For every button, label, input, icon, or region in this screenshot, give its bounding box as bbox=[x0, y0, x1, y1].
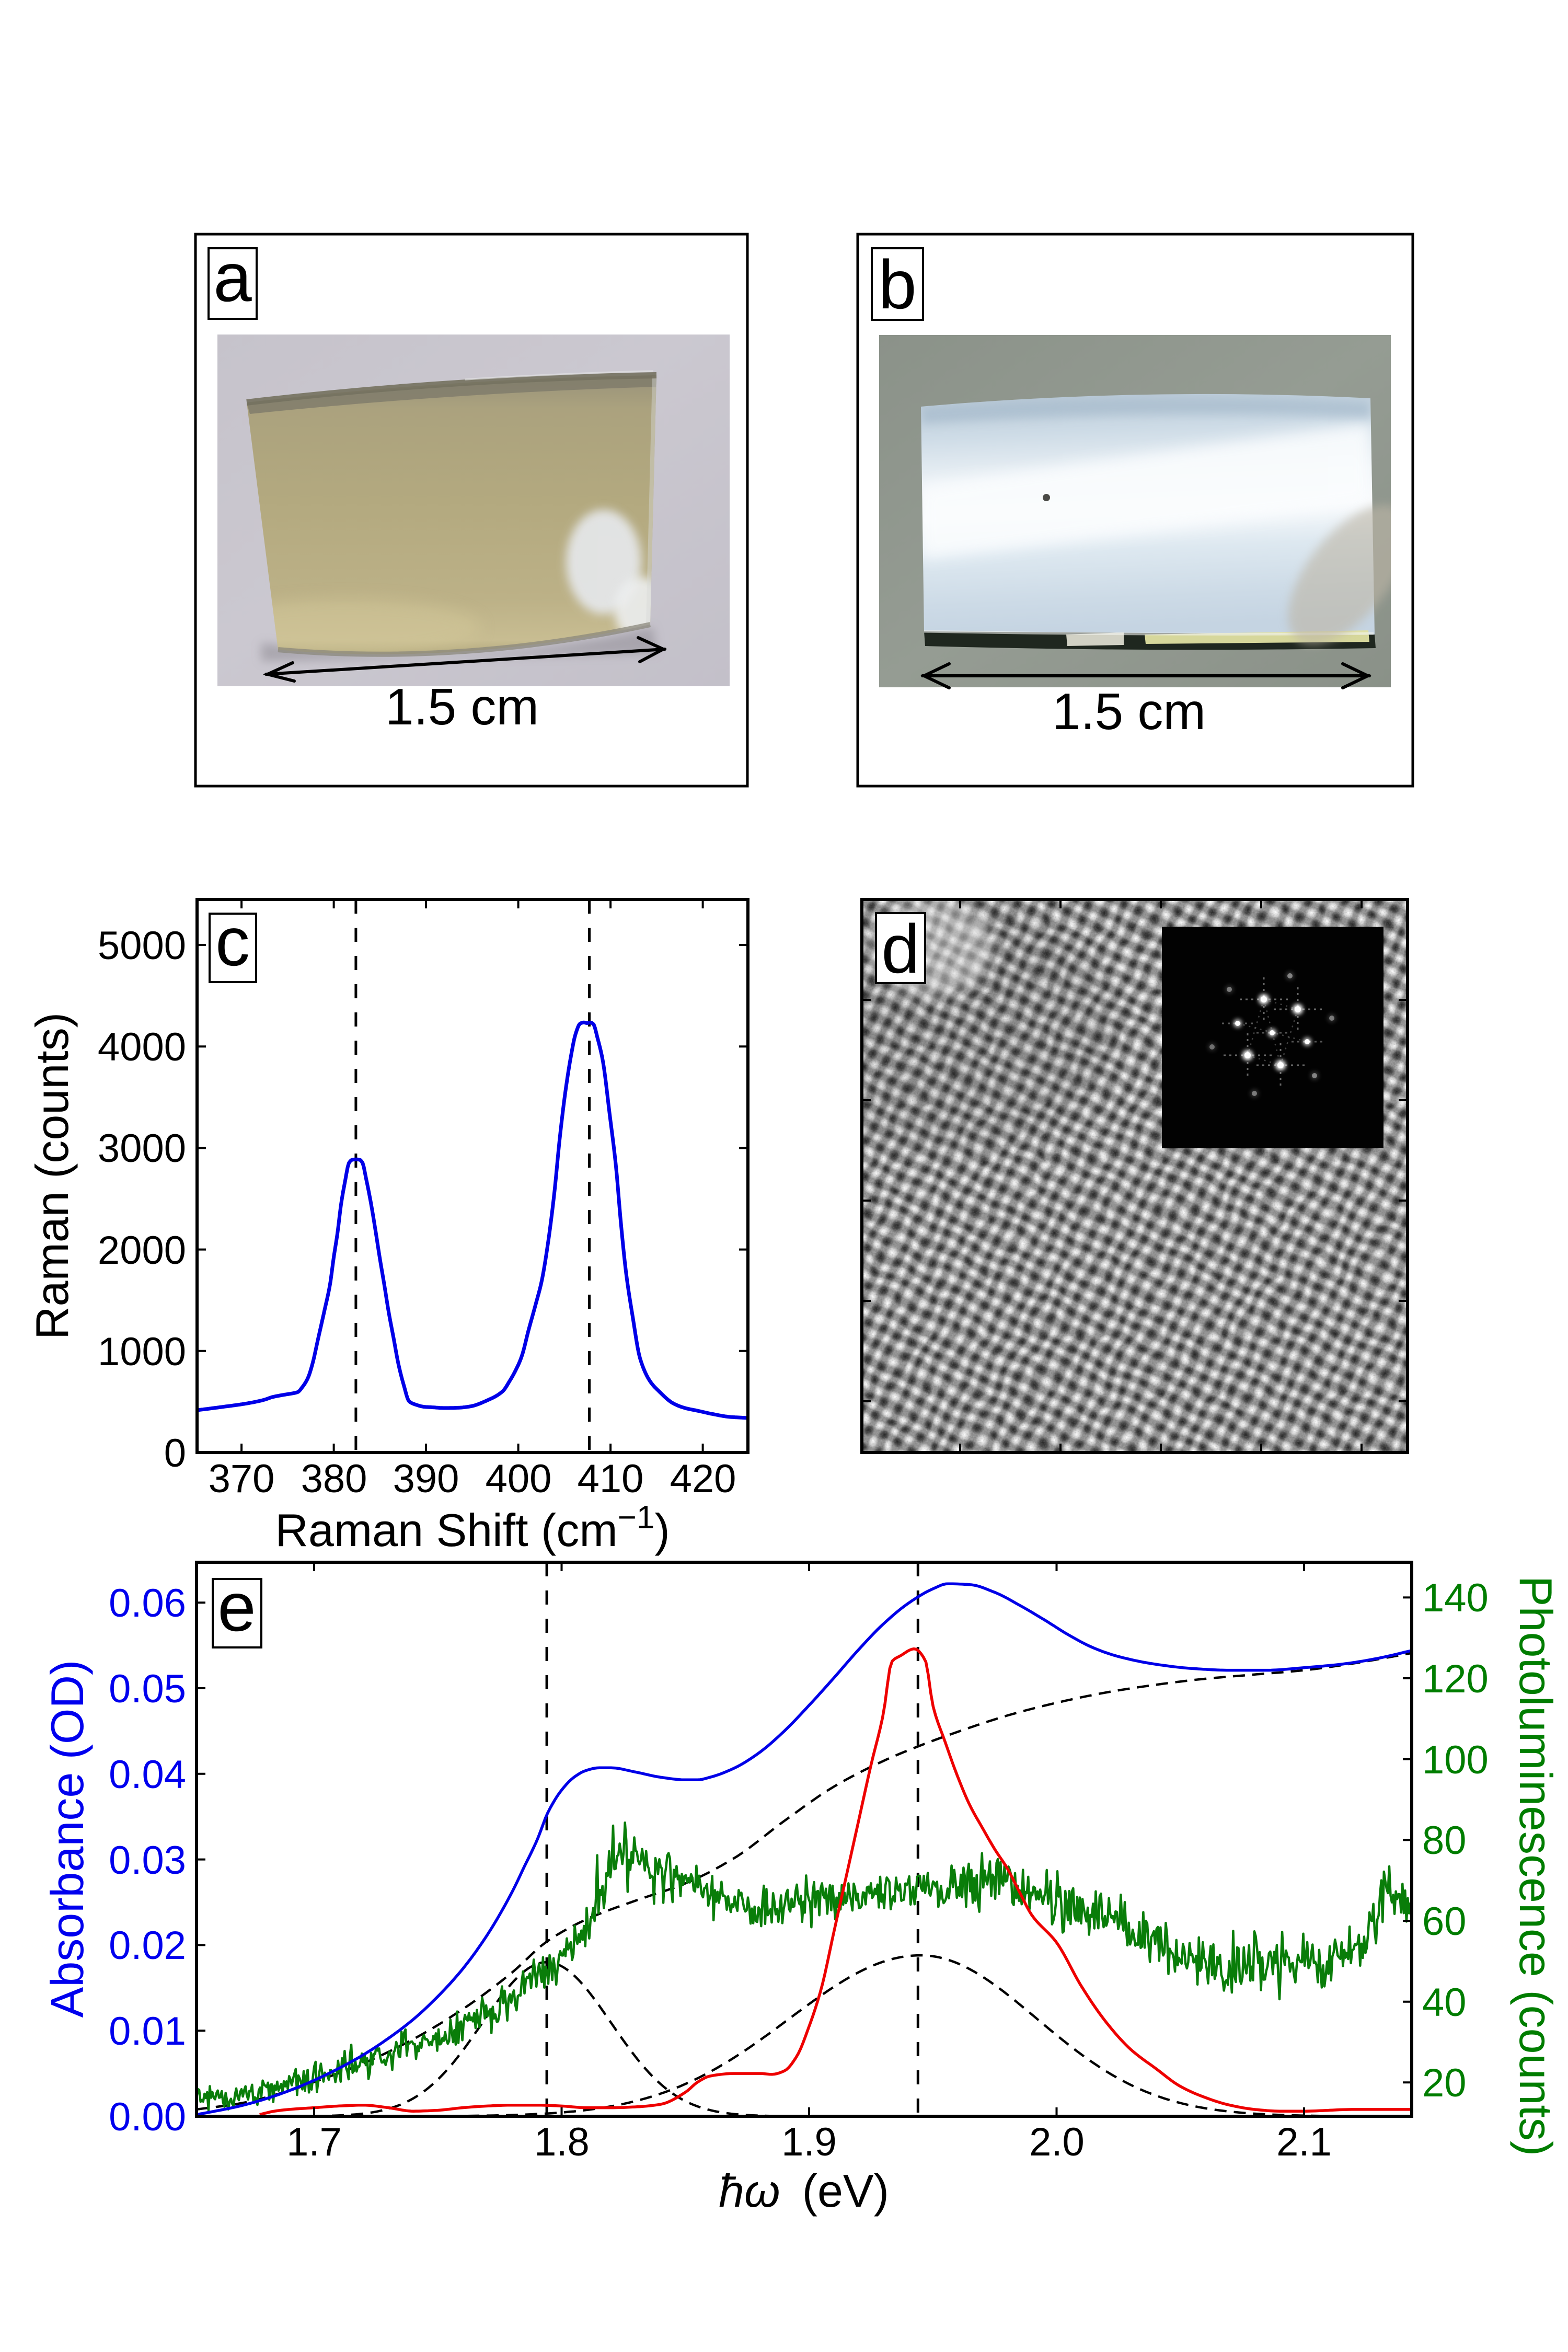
svg-text:60: 60 bbox=[1422, 1899, 1467, 1944]
svg-text:1.8: 1.8 bbox=[534, 2120, 590, 2164]
svg-text:0: 0 bbox=[164, 1431, 186, 1475]
svg-text:0.00: 0.00 bbox=[109, 2095, 186, 2139]
svg-text:d: d bbox=[881, 910, 919, 987]
svg-text:0.04: 0.04 bbox=[109, 1753, 186, 1797]
svg-text:e: e bbox=[217, 1569, 256, 1645]
svg-text:1000: 1000 bbox=[98, 1330, 186, 1374]
svg-text:100: 100 bbox=[1422, 1738, 1489, 1782]
svg-text:120: 120 bbox=[1422, 1657, 1489, 1701]
svg-text:1.5 cm: 1.5 cm bbox=[385, 678, 539, 735]
svg-text:0.06: 0.06 bbox=[109, 1581, 186, 1625]
svg-text:420: 420 bbox=[670, 1457, 736, 1501]
svg-text:380: 380 bbox=[301, 1457, 367, 1501]
svg-text:b: b bbox=[878, 246, 916, 323]
svg-text:2.1: 2.1 bbox=[1276, 2120, 1332, 2164]
svg-text:Raman Shift (cm−1): Raman Shift (cm−1) bbox=[275, 1500, 670, 1557]
svg-text:400: 400 bbox=[486, 1457, 552, 1501]
svg-text:4000: 4000 bbox=[98, 1025, 186, 1069]
svg-text:1.7: 1.7 bbox=[286, 2120, 342, 2164]
svg-text:0.02: 0.02 bbox=[109, 1923, 186, 1968]
svg-text:2000: 2000 bbox=[98, 1228, 186, 1273]
svg-text:3000: 3000 bbox=[98, 1126, 186, 1171]
svg-text:1.9: 1.9 bbox=[781, 2120, 837, 2164]
svg-text:5000: 5000 bbox=[98, 924, 186, 968]
svg-text:390: 390 bbox=[393, 1457, 459, 1501]
svg-text:Absorbance (OD): Absorbance (OD) bbox=[41, 1660, 93, 2018]
svg-text:0.03: 0.03 bbox=[109, 1838, 186, 1883]
svg-text:0.05: 0.05 bbox=[109, 1667, 186, 1711]
svg-text:410: 410 bbox=[578, 1457, 644, 1501]
svg-text:a: a bbox=[213, 239, 252, 316]
svg-text:2.0: 2.0 bbox=[1029, 2120, 1085, 2164]
svg-text:ħω (eV): ħω (eV) bbox=[719, 2165, 889, 2217]
svg-text:c: c bbox=[215, 903, 250, 980]
svg-text:370: 370 bbox=[209, 1457, 275, 1501]
svg-text:Raman (counts): Raman (counts) bbox=[26, 1012, 78, 1340]
svg-text:140: 140 bbox=[1422, 1576, 1489, 1620]
svg-text:Photoluminescence (counts): Photoluminescence (counts) bbox=[1510, 1576, 1562, 2156]
svg-text:1.5 cm: 1.5 cm bbox=[1052, 683, 1206, 740]
svg-text:40: 40 bbox=[1422, 1980, 1467, 2025]
svg-text:0.01: 0.01 bbox=[109, 2009, 186, 2054]
svg-text:20: 20 bbox=[1422, 2061, 1467, 2105]
svg-text:80: 80 bbox=[1422, 1818, 1467, 1863]
